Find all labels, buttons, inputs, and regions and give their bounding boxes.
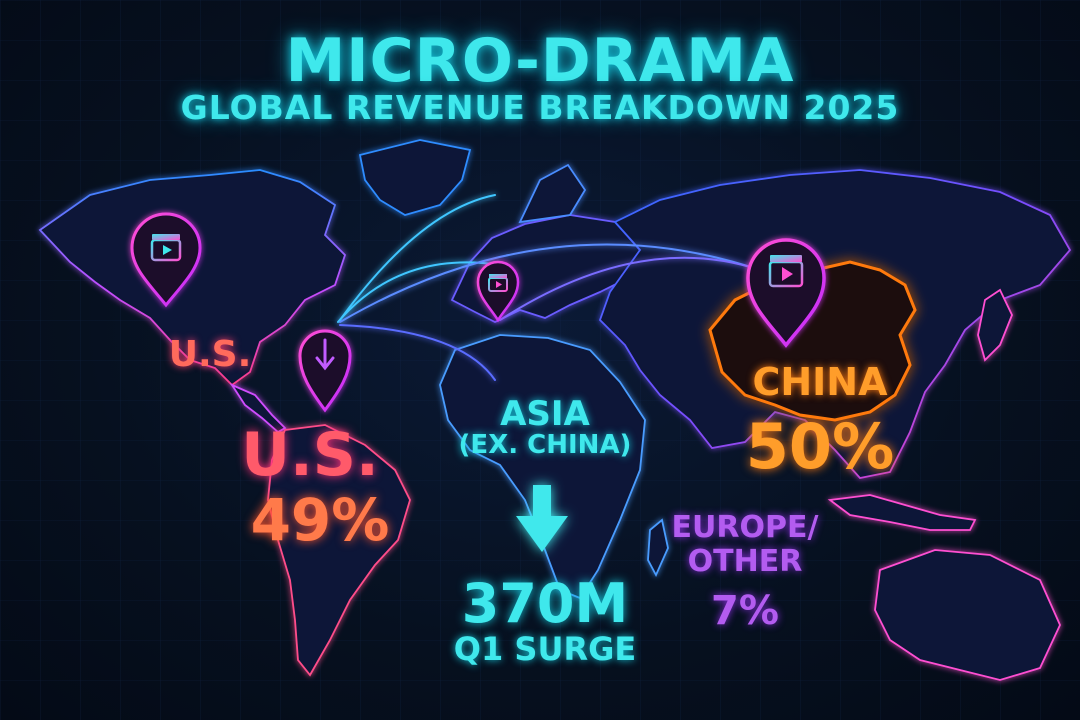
scandinavia-outline — [518, 163, 587, 224]
us-label: U.S. — [241, 420, 379, 490]
asia-surge-label: Q1 SURGE — [453, 630, 637, 668]
video-clapper-icon — [150, 234, 182, 262]
madagascar-outline — [647, 518, 669, 578]
north-america-outline — [38, 169, 347, 387]
europe-label-line1: EUROPE/ — [671, 510, 819, 545]
us-north-pin[interactable] — [130, 212, 202, 308]
asia-label: ASIA — [500, 394, 590, 434]
down-arrow-icon — [315, 338, 335, 371]
video-clapper-icon — [488, 274, 508, 292]
arc-us-to-china — [339, 243, 761, 323]
central-america-outline — [229, 382, 287, 434]
europe-label-line2: OTHER — [687, 544, 803, 579]
europe-share: 7% — [711, 588, 779, 634]
arc-us-to-asia — [339, 324, 496, 381]
infographic-title: MICRO-DRAMA — [285, 26, 795, 96]
video-clapper-icon — [768, 255, 804, 288]
asia-surge-value: 370M — [461, 572, 629, 635]
surge-down-arrow-icon — [516, 485, 568, 552]
greenland-outline — [358, 139, 472, 216]
south-america-outline — [267, 424, 411, 677]
china-label: CHINA — [752, 360, 888, 404]
us-share: 49% — [250, 486, 390, 554]
arc-us-to-europe-top — [339, 194, 496, 321]
australia-outline — [874, 549, 1061, 681]
japan-outline — [977, 288, 1013, 362]
china-pin[interactable] — [746, 238, 826, 348]
china-share: 50% — [745, 410, 895, 483]
europe-pin[interactable] — [476, 260, 520, 323]
africa-outline — [439, 334, 646, 600]
us-south-pin[interactable] — [298, 329, 352, 413]
infographic-subtitle: GLOBAL REVENUE BREAKDOWN 2025 — [180, 88, 900, 127]
indonesia-outline — [827, 494, 977, 531]
us-upper-label: U.S. — [168, 334, 252, 375]
asia-sublabel: (EX. CHINA) — [458, 430, 632, 460]
arc-europe-to-china — [499, 256, 761, 321]
